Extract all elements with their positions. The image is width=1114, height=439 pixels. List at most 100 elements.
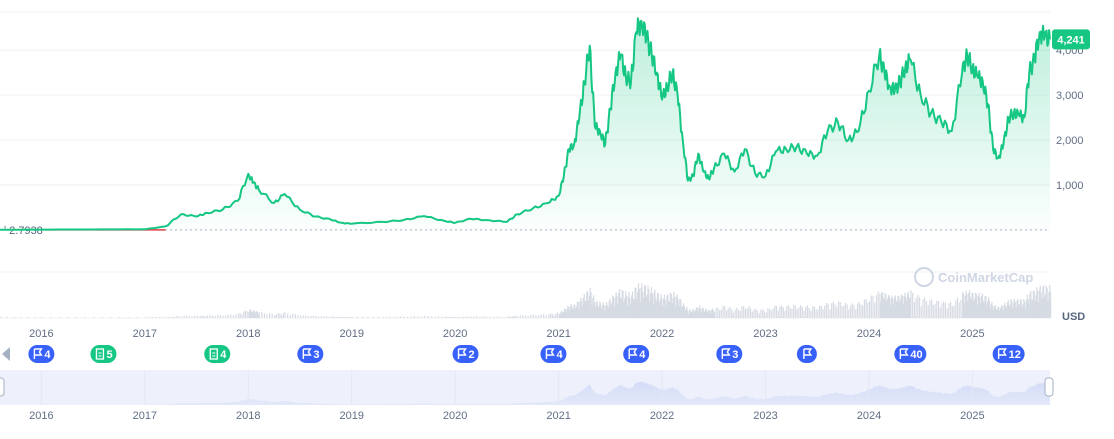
volume-bar	[346, 317, 348, 318]
volume-bar	[486, 316, 488, 318]
volume-bar	[798, 307, 800, 318]
volume-bar	[1021, 306, 1023, 318]
volume-bar	[946, 308, 948, 318]
volume-bar	[517, 316, 519, 318]
volume-bar	[58, 317, 60, 318]
volume-bar	[493, 316, 495, 318]
event-doc-marker[interactable]: 4	[204, 345, 231, 363]
volume-bar	[356, 317, 359, 318]
volume-bar	[34, 317, 36, 318]
volume-bar	[1007, 300, 1009, 318]
volume-bar	[846, 304, 848, 318]
navigator-x-tick-label: 2024	[857, 410, 881, 422]
range-navigator[interactable]	[0, 370, 1054, 405]
navigator-right-handle[interactable]	[1044, 377, 1054, 397]
volume-bar	[868, 301, 871, 318]
volume-bar	[0, 317, 2, 318]
volume-bar	[222, 315, 224, 318]
volume-bar	[707, 311, 709, 318]
volume-bar	[653, 292, 655, 318]
volume-bar	[377, 317, 379, 318]
volume-bar	[956, 297, 959, 318]
volume-bar	[820, 305, 822, 318]
volume-bar	[263, 313, 265, 318]
navigator-left-handle[interactable]	[0, 377, 5, 397]
event-flag-marker[interactable]: 40	[894, 345, 927, 363]
volume-bar	[670, 294, 672, 318]
volume-bar	[1045, 285, 1047, 318]
volume-bar	[450, 316, 452, 318]
volume-bar	[246, 311, 248, 318]
event-flag-marker[interactable]: 12	[992, 345, 1025, 363]
volume-bar	[993, 309, 995, 318]
volume-bar	[287, 313, 289, 318]
event-flag-marker[interactable]: 3	[716, 345, 743, 363]
volume-bar	[896, 301, 898, 318]
volume-bar	[325, 316, 328, 318]
volume-bar	[812, 306, 814, 318]
volume-bar	[672, 297, 674, 318]
event-flag-marker[interactable]: 3	[297, 345, 324, 363]
volume-bar	[695, 306, 697, 318]
volume-bar	[386, 316, 388, 318]
volume-bar	[777, 310, 779, 318]
volume-bar	[1031, 299, 1034, 318]
volume-bar	[753, 309, 755, 318]
volume-bar	[596, 300, 598, 318]
volume-bar	[893, 297, 896, 318]
volume-bar	[605, 305, 607, 318]
volume-bar	[897, 296, 899, 318]
volume-bar	[563, 309, 565, 318]
volume-bar	[460, 317, 462, 318]
event-flag-marker[interactable]: 4	[28, 345, 55, 363]
volume-bar	[925, 301, 928, 318]
volume-bar	[813, 306, 815, 318]
volume-bar	[602, 302, 604, 318]
volume-bar	[1016, 300, 1018, 318]
volume-bar	[611, 303, 613, 318]
volume-bar	[632, 299, 634, 318]
currency-label: USD	[1062, 311, 1085, 323]
volume-bar	[963, 303, 965, 318]
event-flag-marker[interactable]	[796, 345, 817, 363]
volume-bar	[912, 292, 914, 318]
volume-bar	[550, 313, 552, 318]
volume-bar	[698, 307, 700, 318]
volume-bar	[1034, 301, 1036, 318]
volume-bar	[181, 316, 183, 318]
volume-bar	[621, 289, 623, 318]
event-doc-marker[interactable]: 5	[90, 345, 117, 363]
volume-bar	[750, 308, 752, 318]
event-flag-marker[interactable]: 4	[540, 345, 567, 363]
volume-bar	[775, 306, 778, 318]
flag-icon	[33, 348, 43, 359]
current-price-badge: 4,241	[1052, 29, 1090, 50]
volume-bar	[986, 304, 988, 318]
volume-bar	[612, 295, 614, 318]
volume-bar	[110, 317, 112, 318]
volume-bar	[136, 317, 138, 318]
volume-bar	[704, 311, 706, 318]
volume-bar	[1023, 299, 1025, 318]
volume-bar	[1015, 307, 1017, 318]
volume-bar	[582, 297, 584, 318]
event-flag-marker[interactable]: 4	[623, 345, 650, 363]
volume-bar	[999, 311, 1001, 318]
volume-bar	[741, 306, 743, 318]
volume-bar	[652, 303, 654, 318]
volume-bar	[932, 304, 934, 318]
volume-bar	[810, 310, 812, 318]
volume-bar	[339, 316, 341, 318]
volume-bar	[970, 299, 972, 318]
event-flag-marker[interactable]: 2	[452, 345, 479, 363]
volume-bar	[253, 310, 255, 318]
volume-bar	[885, 294, 887, 318]
volume-bar	[268, 313, 271, 318]
volume-bar	[1003, 305, 1005, 318]
x-tick-label: 2017	[133, 328, 157, 340]
volume-bar	[530, 314, 532, 318]
event-count-label: 5	[106, 349, 112, 361]
volume-bar	[1000, 308, 1002, 318]
